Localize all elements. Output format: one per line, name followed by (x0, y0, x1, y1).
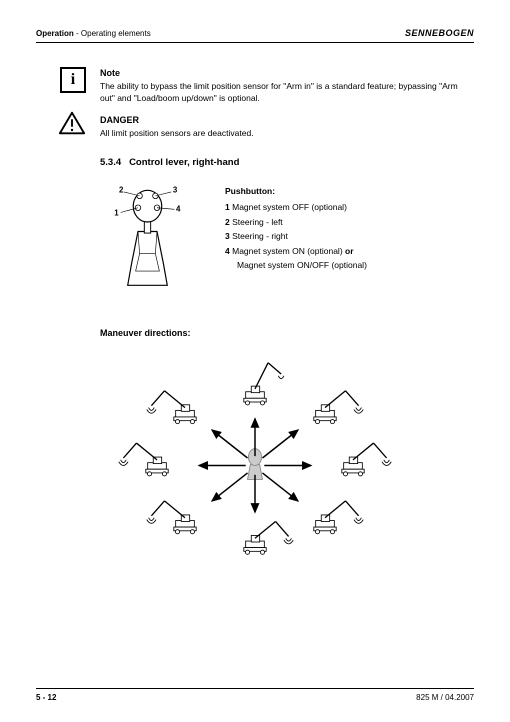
lever-illustration: 2 3 1 4 (100, 184, 195, 300)
section-heading: Control lever, right-hand (129, 157, 239, 168)
pushbutton-title: Pushbutton: (225, 184, 367, 198)
section-row: 5.3.4 Control lever, right-hand (36, 147, 474, 178)
danger-title: DANGER (100, 114, 474, 126)
machine-e (342, 443, 391, 476)
section-number: 5.3.4 (100, 157, 121, 168)
danger-body: All limit position sensors are deactivat… (100, 128, 474, 139)
section-title: 5.3.4 Control lever, right-hand (100, 157, 474, 170)
danger-row: DANGER All limit position sensors are de… (36, 110, 474, 141)
lever-row: 2 3 1 4 Pushbutton: 1 Magnet system OFF … (100, 184, 474, 300)
brand-logo: SENNEBOGEN (405, 28, 474, 38)
machine-sw (147, 501, 196, 534)
pb-item-1: 1 Magnet system OFF (optional) (225, 200, 367, 214)
maneuver-title: Maneuver directions: (100, 328, 474, 338)
machine-se (314, 501, 363, 534)
pb-item-3: 3 Steering - right (225, 229, 367, 243)
header-subsection: Operating elements (81, 29, 151, 38)
note-title: Note (100, 67, 474, 79)
header-section: Operation (36, 29, 74, 38)
note-row: i Note The ability to bypass the limit p… (36, 67, 474, 104)
pb-item-2: 2 Steering - left (225, 215, 367, 229)
machine-ne (314, 391, 363, 424)
lever-label-1: 1 (114, 209, 119, 218)
info-icon: i (60, 67, 86, 93)
pb-item-extra: Magnet system ON/OFF (optional) (225, 258, 367, 272)
machine-n (244, 363, 284, 405)
note-body: The ability to bypass the limit position… (100, 81, 474, 104)
header-left: Operation - Operating elements (36, 29, 151, 38)
warning-icon (58, 110, 86, 141)
machine-nw (147, 391, 196, 424)
maneuver-diagram (36, 346, 474, 579)
pb-item-4: 4 Magnet system ON (optional) or (225, 244, 367, 258)
page-header: Operation - Operating elements SENNEBOGE… (36, 28, 474, 43)
pushbutton-list: Pushbutton: 1 Magnet system OFF (optiona… (225, 184, 367, 273)
lever-label-2: 2 (119, 186, 124, 195)
lever-label-3: 3 (173, 186, 178, 195)
machine-w (119, 443, 168, 476)
machine-s (244, 521, 293, 554)
footer-page: 5 - 12 (36, 693, 56, 702)
page-footer: 5 - 12 825 M / 04.2007 (36, 688, 474, 702)
lever-label-4: 4 (176, 205, 181, 214)
footer-doc: 825 M / 04.2007 (416, 693, 474, 702)
